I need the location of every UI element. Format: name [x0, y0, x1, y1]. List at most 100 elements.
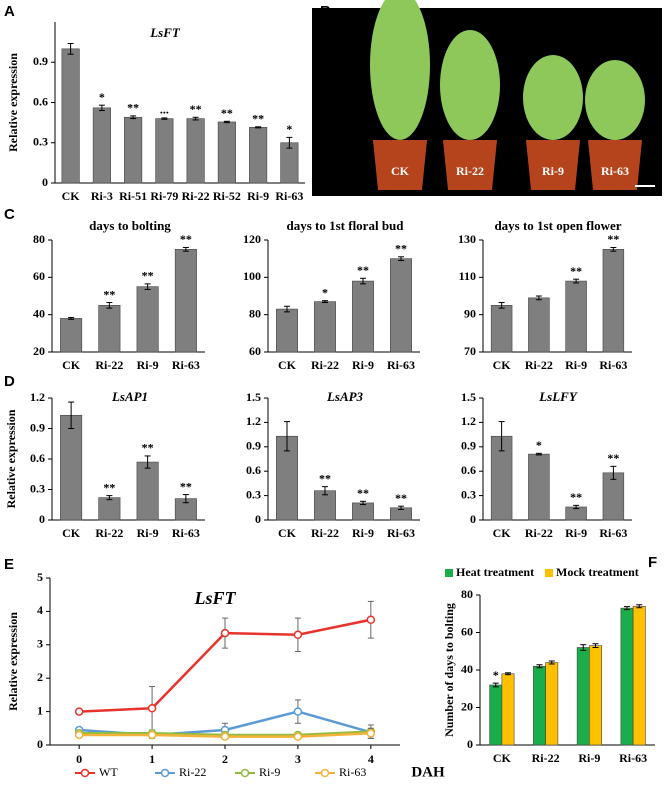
legend-swatch	[445, 569, 453, 577]
legend-marker	[240, 768, 250, 778]
bar	[489, 684, 503, 746]
y-tick-label: 20	[461, 699, 473, 713]
y-tick-label: 0.9	[30, 420, 45, 434]
plant-label: Ri-63	[601, 164, 629, 178]
bar	[136, 461, 159, 521]
x-tick-label: Ri-63	[387, 358, 415, 372]
x-tick-label: Ri-63	[619, 751, 647, 765]
pot	[588, 140, 642, 190]
y-tick-label: 4	[37, 603, 43, 617]
pot	[526, 140, 580, 190]
x-tick-label: Ri-22	[525, 358, 553, 372]
bar	[217, 121, 236, 184]
plant	[440, 30, 500, 140]
bar	[620, 607, 634, 746]
y-axis-label: Relative expression	[6, 612, 20, 711]
legend-marker	[320, 768, 330, 778]
y-tick-label: 70	[464, 344, 476, 358]
y-tick-label: 80	[249, 306, 261, 320]
point	[147, 704, 157, 713]
x-tick-label: Ri-51	[119, 189, 147, 203]
chart-title: LsAP1	[111, 389, 148, 404]
significance-label: **	[180, 479, 192, 493]
x-tick-label: Ri-9	[137, 358, 159, 372]
x-tick-label: Ri-22	[182, 189, 210, 203]
bar	[314, 301, 336, 353]
significance-label: **	[607, 232, 619, 246]
bar	[602, 472, 625, 521]
x-tick-label: Ri-22	[532, 751, 560, 765]
x-tick-label: Ri-3	[91, 189, 113, 203]
y-tick-label: 100	[243, 269, 261, 283]
x-tick-label: 2	[222, 752, 228, 766]
y-axis-label: Relative expression	[6, 53, 20, 152]
significance-label: **	[607, 451, 619, 465]
y-tick-label: 80	[33, 232, 45, 246]
x-tick-label: CK	[493, 526, 512, 540]
bar	[602, 249, 625, 353]
significance-label: **	[570, 490, 582, 504]
y-tick-label: 0	[467, 737, 473, 751]
y-tick-label: 0.6	[33, 94, 48, 108]
significance-label: **	[357, 486, 369, 500]
bar	[589, 645, 602, 746]
x-tick-label: Ri-9	[137, 526, 159, 540]
bar	[60, 414, 83, 521]
chart-title: LsFT	[193, 588, 236, 608]
legend-label: Heat treatment	[456, 565, 534, 579]
bar	[565, 280, 587, 353]
significance-label: **	[103, 480, 115, 494]
legend-swatch	[545, 569, 553, 577]
chart-title: days to 1st floral bud	[286, 218, 404, 233]
y-tick-label: 0.3	[461, 487, 476, 501]
significance-label: **	[142, 269, 154, 283]
significance-label: ...	[160, 103, 169, 117]
plant-label: Ri-9	[542, 164, 564, 178]
bar	[390, 258, 412, 353]
significance-label: **	[570, 264, 582, 278]
y-tick-label: 60	[461, 624, 473, 638]
panel-letter: C	[4, 206, 15, 223]
legend-label: Mock treatment	[556, 565, 639, 579]
y-tick-label: 0.6	[461, 463, 476, 477]
chart-title: days to 1st open flower	[494, 218, 621, 233]
x-tick-label: Ri-22	[95, 526, 123, 540]
y-tick-label: 90	[464, 306, 476, 320]
x-tick-label: Ri-63	[599, 358, 627, 372]
x-tick-label: Ri-9	[352, 526, 374, 540]
legend-marker	[160, 768, 170, 778]
legend-marker	[80, 768, 90, 778]
x-tick-label: Ri-9	[247, 189, 269, 203]
bar	[249, 127, 268, 184]
panel-letter: E	[4, 556, 14, 573]
significance-label: **	[190, 102, 202, 116]
legend-label: Ri-9	[259, 765, 280, 779]
x-tick-label: Ri-52	[213, 189, 241, 203]
x-tick-label: 3	[295, 752, 301, 766]
bar	[98, 305, 121, 353]
y-tick-label: 130	[458, 232, 476, 246]
x-tick-label: CK	[493, 358, 512, 372]
x-tick-label: CK	[278, 358, 297, 372]
point	[293, 630, 303, 640]
point	[366, 729, 376, 738]
x-tick-label: Ri-22	[525, 526, 553, 540]
significance-label: **	[103, 287, 115, 301]
significance-label: **	[395, 491, 407, 505]
y-tick-label: 1.2	[30, 390, 45, 404]
x-tick-label: Ri-9	[565, 358, 587, 372]
bar	[632, 605, 646, 746]
y-tick-label: 120	[243, 232, 261, 246]
bar	[124, 116, 143, 184]
x-tick-label: Ri-22	[311, 358, 339, 372]
x-tick-label: Ri-79	[150, 189, 178, 203]
point	[74, 730, 84, 740]
y-tick-label: 0	[39, 512, 45, 526]
point	[220, 628, 230, 638]
bar	[92, 107, 111, 184]
y-tick-label: 0.9	[461, 439, 476, 453]
y-tick-label: 60	[33, 269, 45, 283]
significance-label: **	[319, 471, 331, 485]
y-tick-label: 40	[461, 662, 473, 676]
